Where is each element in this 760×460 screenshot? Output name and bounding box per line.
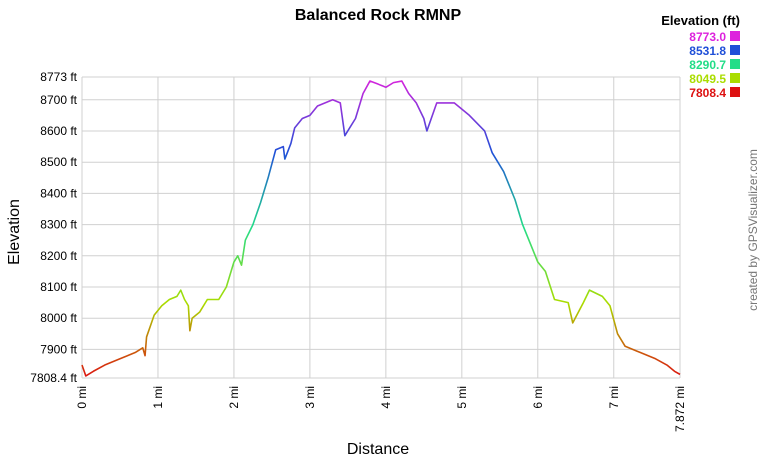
y-tick-label: 8600 ft: [40, 124, 77, 138]
watermark: created by GPSVisualizer.com: [746, 149, 760, 311]
y-tick-label: 7900 ft: [40, 342, 77, 356]
legend-swatch: [730, 31, 740, 41]
x-tick-label: 1 mi: [151, 386, 165, 409]
y-tick-label: 8300 ft: [40, 218, 77, 232]
x-tick-label: 7 mi: [607, 386, 621, 409]
x-tick-label: 2 mi: [227, 386, 241, 409]
y-axis-label: Elevation: [6, 199, 23, 265]
legend-swatch: [730, 87, 740, 97]
x-tick-label: 6 mi: [531, 386, 545, 409]
y-tick-label: 8500 ft: [40, 155, 77, 169]
y-tick-label: 8400 ft: [40, 186, 77, 200]
legend-label: 8290.7: [689, 58, 726, 72]
legend-swatch: [730, 73, 740, 83]
y-tick-label: 8100 ft: [40, 280, 77, 294]
x-tick-label: 5 mi: [455, 386, 469, 409]
x-tick-label: 4 mi: [379, 386, 393, 409]
x-tick-label: 7.872 mi: [673, 386, 687, 432]
y-tick-label: 7808.4 ft: [30, 371, 77, 385]
legend-swatch: [730, 45, 740, 55]
x-axis-label: Distance: [347, 441, 409, 458]
elevation-line: [81, 80, 681, 377]
y-tick-label: 8000 ft: [40, 311, 77, 325]
x-tick-label: 0 mi: [75, 386, 89, 409]
legend-label: 8531.8: [689, 44, 726, 58]
y-tick-label: 8700 ft: [40, 93, 77, 107]
y-tick-label: 8773 ft: [40, 70, 77, 84]
legend-swatch: [730, 59, 740, 69]
x-tick-label: 3 mi: [303, 386, 317, 409]
legend-label: 8049.5: [689, 72, 726, 86]
chart-title: Balanced Rock RMNP: [295, 7, 462, 24]
legend-label: 8773.0: [689, 30, 726, 44]
y-tick-label: 8200 ft: [40, 249, 77, 263]
legend-label: 7808.4: [689, 86, 726, 100]
legend-title: Elevation (ft): [661, 13, 740, 28]
